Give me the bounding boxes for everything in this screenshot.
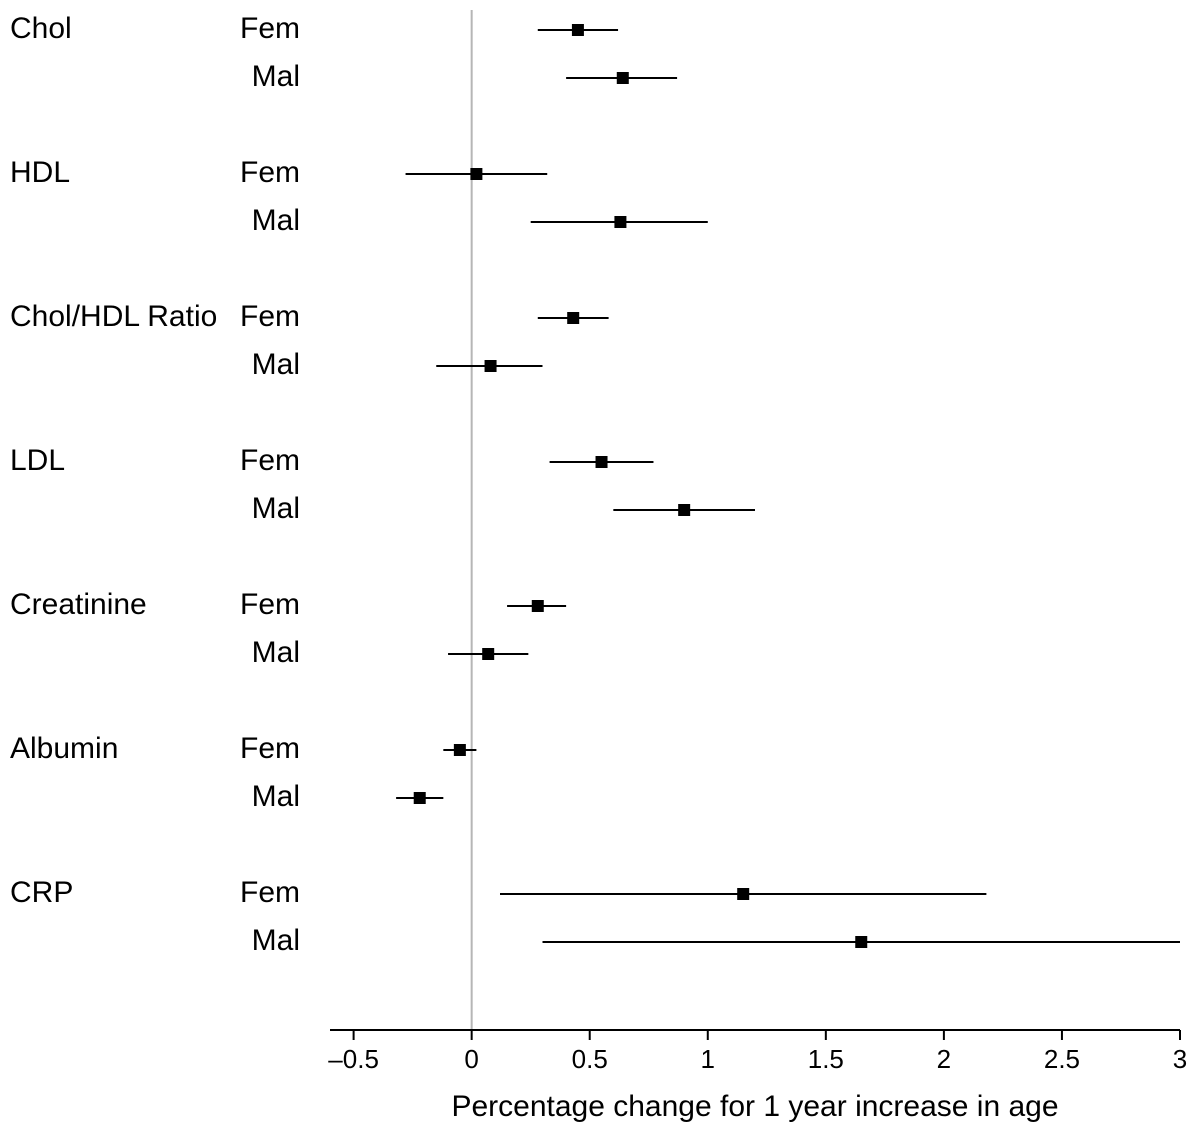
group-label: LDL — [10, 444, 65, 477]
group-label: Creatinine — [10, 588, 147, 621]
point-estimate — [596, 456, 608, 468]
x-tick-label: 1 — [701, 1044, 715, 1074]
point-estimate — [614, 216, 626, 228]
x-tick-label: 0 — [464, 1044, 478, 1074]
group-label: Albumin — [10, 732, 118, 765]
point-estimate — [567, 312, 579, 324]
point-estimate — [737, 888, 749, 900]
subgroup-label: Fem — [240, 588, 300, 621]
x-tick-label: 3 — [1173, 1044, 1187, 1074]
point-estimate — [572, 24, 584, 36]
x-tick-label: 0.5 — [572, 1044, 608, 1074]
subgroup-label: Fem — [240, 300, 300, 333]
subgroup-label: Mal — [252, 636, 300, 669]
x-tick-label: 1.5 — [808, 1044, 844, 1074]
subgroup-label: Mal — [252, 780, 300, 813]
subgroup-label: Fem — [240, 876, 300, 909]
group-label: Chol — [10, 12, 72, 45]
point-estimate — [485, 360, 497, 372]
point-estimate — [617, 72, 629, 84]
subgroup-label: Mal — [252, 348, 300, 381]
group-label: Chol/HDL Ratio — [10, 300, 217, 333]
x-tick-label: 2.5 — [1044, 1044, 1080, 1074]
subgroup-label: Mal — [252, 60, 300, 93]
subgroup-label: Fem — [240, 732, 300, 765]
subgroup-label: Fem — [240, 156, 300, 189]
point-estimate — [470, 168, 482, 180]
subgroup-label: Mal — [252, 204, 300, 237]
group-label: CRP — [10, 876, 73, 909]
point-estimate — [414, 792, 426, 804]
point-estimate — [482, 648, 494, 660]
group-label: HDL — [10, 156, 70, 189]
point-estimate — [678, 504, 690, 516]
point-estimate — [532, 600, 544, 612]
forest-plot: Chol Fem Mal HDL Fem Mal Chol/HDL Ratio Fem Mal L… — [0, 0, 1200, 1132]
point-estimate — [454, 744, 466, 756]
subgroup-label: Mal — [252, 492, 300, 525]
subgroup-label: Mal — [252, 924, 300, 957]
subgroup-label: Fem — [240, 444, 300, 477]
x-tick-label: –0.5 — [328, 1044, 379, 1074]
point-estimate — [855, 936, 867, 948]
x-tick-label: 2 — [937, 1044, 951, 1074]
x-axis-label: Percentage change for 1 year increase in… — [451, 1090, 1058, 1123]
subgroup-label: Fem — [240, 12, 300, 45]
